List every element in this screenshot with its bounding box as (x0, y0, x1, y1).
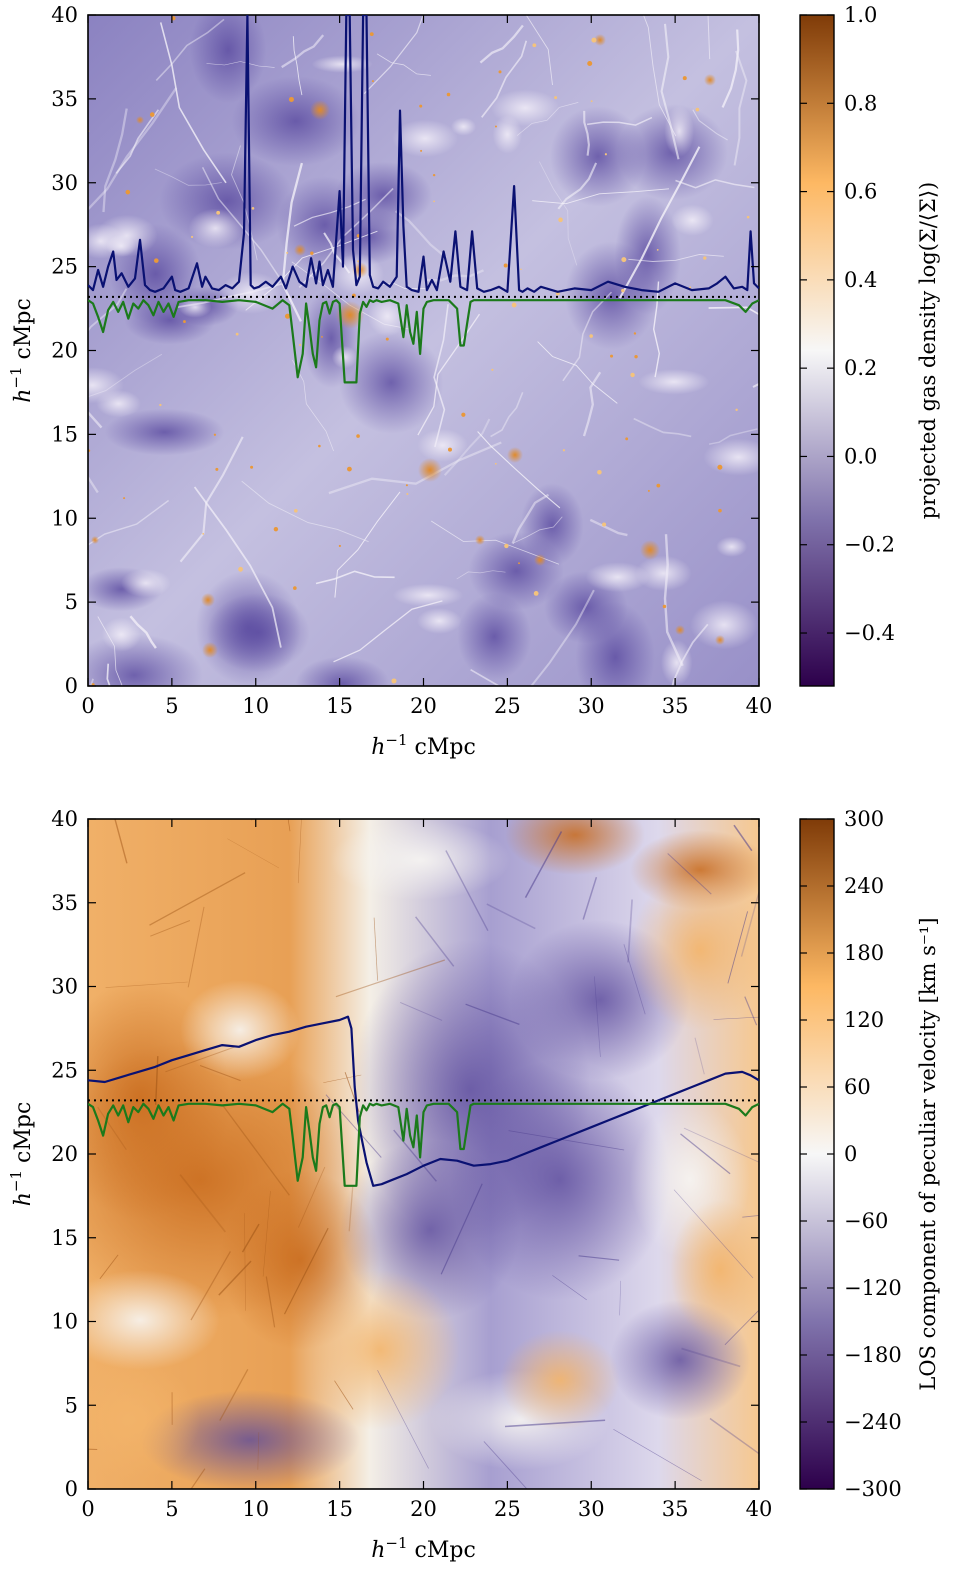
y-tick-label: 5 (65, 590, 78, 614)
x-tick-label: 10 (242, 694, 269, 718)
x-tick-label: 5 (165, 1497, 178, 1521)
y-tick-label: 20 (51, 339, 78, 363)
colorbar-tick-label: 0 (844, 1142, 857, 1166)
colorbar-label: projected gas density log(Σ/⟨Σ⟩) (916, 182, 940, 519)
x-tick-label: 35 (662, 694, 689, 718)
y-tick-label: 15 (51, 1226, 78, 1250)
x-tick-label: 0 (81, 694, 94, 718)
x-tick-label: 40 (746, 1497, 773, 1521)
velocity-map (6, 800, 829, 1521)
colorbar-tick-label: 1.0 (844, 3, 877, 27)
x-tick-label: 15 (326, 1497, 353, 1521)
y-tick-label: 25 (51, 1058, 78, 1082)
colorbar-tick-label: 120 (844, 1008, 884, 1032)
colorbar-tick-label: −180 (844, 1343, 902, 1367)
y-tick-label: 30 (51, 975, 78, 999)
colorbar-tick-label: 0.4 (844, 268, 877, 292)
y-tick-label: 35 (51, 891, 78, 915)
x-tick-label: 0 (81, 1497, 94, 1521)
y-tick-label: 10 (51, 1310, 78, 1334)
colorbar-tick-label: −60 (844, 1209, 888, 1233)
y-tick-label: 0 (65, 1477, 78, 1501)
density-map (0, 0, 897, 777)
colorbar-tick-label: 60 (844, 1075, 871, 1099)
y-axis-label: h−1 cMpc (7, 1102, 36, 1207)
y-tick-label: 5 (65, 1393, 78, 1417)
x-tick-label: 15 (326, 694, 353, 718)
y-tick-label: 10 (51, 506, 78, 530)
y-tick-label: 30 (51, 171, 78, 195)
x-tick-label: 25 (494, 694, 521, 718)
x-tick-label: 10 (242, 1497, 269, 1521)
x-axis-label: h−1 cMpc (371, 1534, 476, 1563)
colorbar-tick-label: −120 (844, 1276, 902, 1300)
colorbar-tick-label: −300 (844, 1477, 902, 1501)
y-tick-label: 40 (51, 807, 78, 831)
x-tick-label: 5 (165, 694, 178, 718)
x-tick-label: 35 (662, 1497, 689, 1521)
density-panel: 0 5 10 15 20 25 30 35 40 0 5 10 15 20 25 30 35 40 h−1 cMpc… (0, 0, 958, 790)
x-tick-label: 20 (410, 694, 437, 718)
velocity-chart: 0 5 10 15 20 25 30 35 40 0 5 10 15 20 25 30 35 40 h−1 cMpc… (0, 800, 958, 1585)
x-tick-label: 20 (410, 1497, 437, 1521)
y-tick-label: 15 (51, 422, 78, 446)
x-tick-label: 30 (578, 1497, 605, 1521)
colorbar-tick-label: −240 (844, 1410, 902, 1434)
colorbar-tick-label: −0.4 (844, 621, 895, 645)
x-tick-label: 30 (578, 694, 605, 718)
y-tick-label: 20 (51, 1142, 78, 1166)
colorbar-label: LOS component of peculiar velocity [km s… (916, 917, 940, 1390)
velocity-panel: 0 5 10 15 20 25 30 35 40 0 5 10 15 20 25 30 35 40 h−1 cMpc… (0, 800, 958, 1585)
colorbar-tick-label: 0.8 (844, 91, 877, 115)
colorbar-tick-label: 0.0 (844, 444, 877, 468)
y-tick-label: 35 (51, 87, 78, 111)
colorbar-tick-label: 0.6 (844, 180, 877, 204)
colorbar-tick-label: 300 (844, 807, 884, 831)
y-tick-label: 25 (51, 255, 78, 279)
x-tick-label: 25 (494, 1497, 521, 1521)
density-chart: 0 5 10 15 20 25 30 35 40 0 5 10 15 20 25 30 35 40 h−1 cMpc… (0, 0, 958, 790)
y-tick-label: 0 (65, 674, 78, 698)
colorbar-tick-label: 0.2 (844, 356, 877, 380)
y-tick-label: 40 (51, 3, 78, 27)
x-axis-label: h−1 cMpc (371, 731, 476, 760)
colorbar-tick-label: 180 (844, 941, 884, 965)
y-axis-label: h−1 cMpc (7, 298, 36, 403)
colorbar (800, 15, 834, 686)
x-tick-label: 40 (746, 694, 773, 718)
colorbar-tick-label: 240 (844, 874, 884, 898)
colorbar-tick-label: −0.2 (844, 533, 895, 557)
